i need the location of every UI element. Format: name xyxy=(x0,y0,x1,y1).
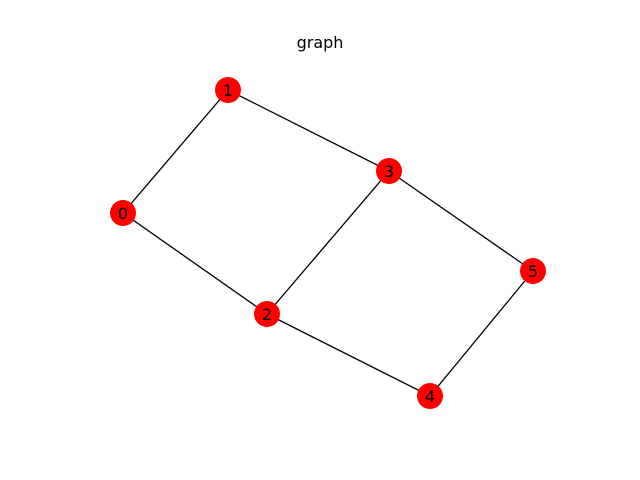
node-label-3: 3 xyxy=(384,162,394,181)
edge-4-5 xyxy=(429,270,534,397)
edges-layer xyxy=(122,89,534,397)
edge-0-2 xyxy=(122,212,268,315)
edge-2-3 xyxy=(266,170,390,315)
node-4: 4 xyxy=(417,383,443,409)
node-label-1: 1 xyxy=(223,81,233,100)
edge-2-4 xyxy=(266,313,431,397)
edge-1-3 xyxy=(227,89,390,172)
node-circle-3 xyxy=(376,158,402,184)
node-circle-4 xyxy=(417,383,443,409)
node-2: 2 xyxy=(254,301,280,327)
node-circle-2 xyxy=(254,301,280,327)
node-5: 5 xyxy=(520,258,546,284)
edge-0-1 xyxy=(122,89,229,214)
node-circle-5 xyxy=(520,258,546,284)
nodes-layer: 0 1 2 3 4 5 xyxy=(110,77,546,409)
node-3: 3 xyxy=(376,158,402,184)
node-label-4: 4 xyxy=(425,387,435,406)
graph-title: graph xyxy=(296,33,344,52)
edge-3-5 xyxy=(388,170,534,272)
node-1: 1 xyxy=(215,77,241,103)
node-circle-1 xyxy=(215,77,241,103)
node-label-2: 2 xyxy=(262,305,272,324)
node-label-0: 0 xyxy=(118,204,128,223)
node-label-5: 5 xyxy=(528,262,538,281)
node-0: 0 xyxy=(110,200,136,226)
node-circle-0 xyxy=(110,200,136,226)
